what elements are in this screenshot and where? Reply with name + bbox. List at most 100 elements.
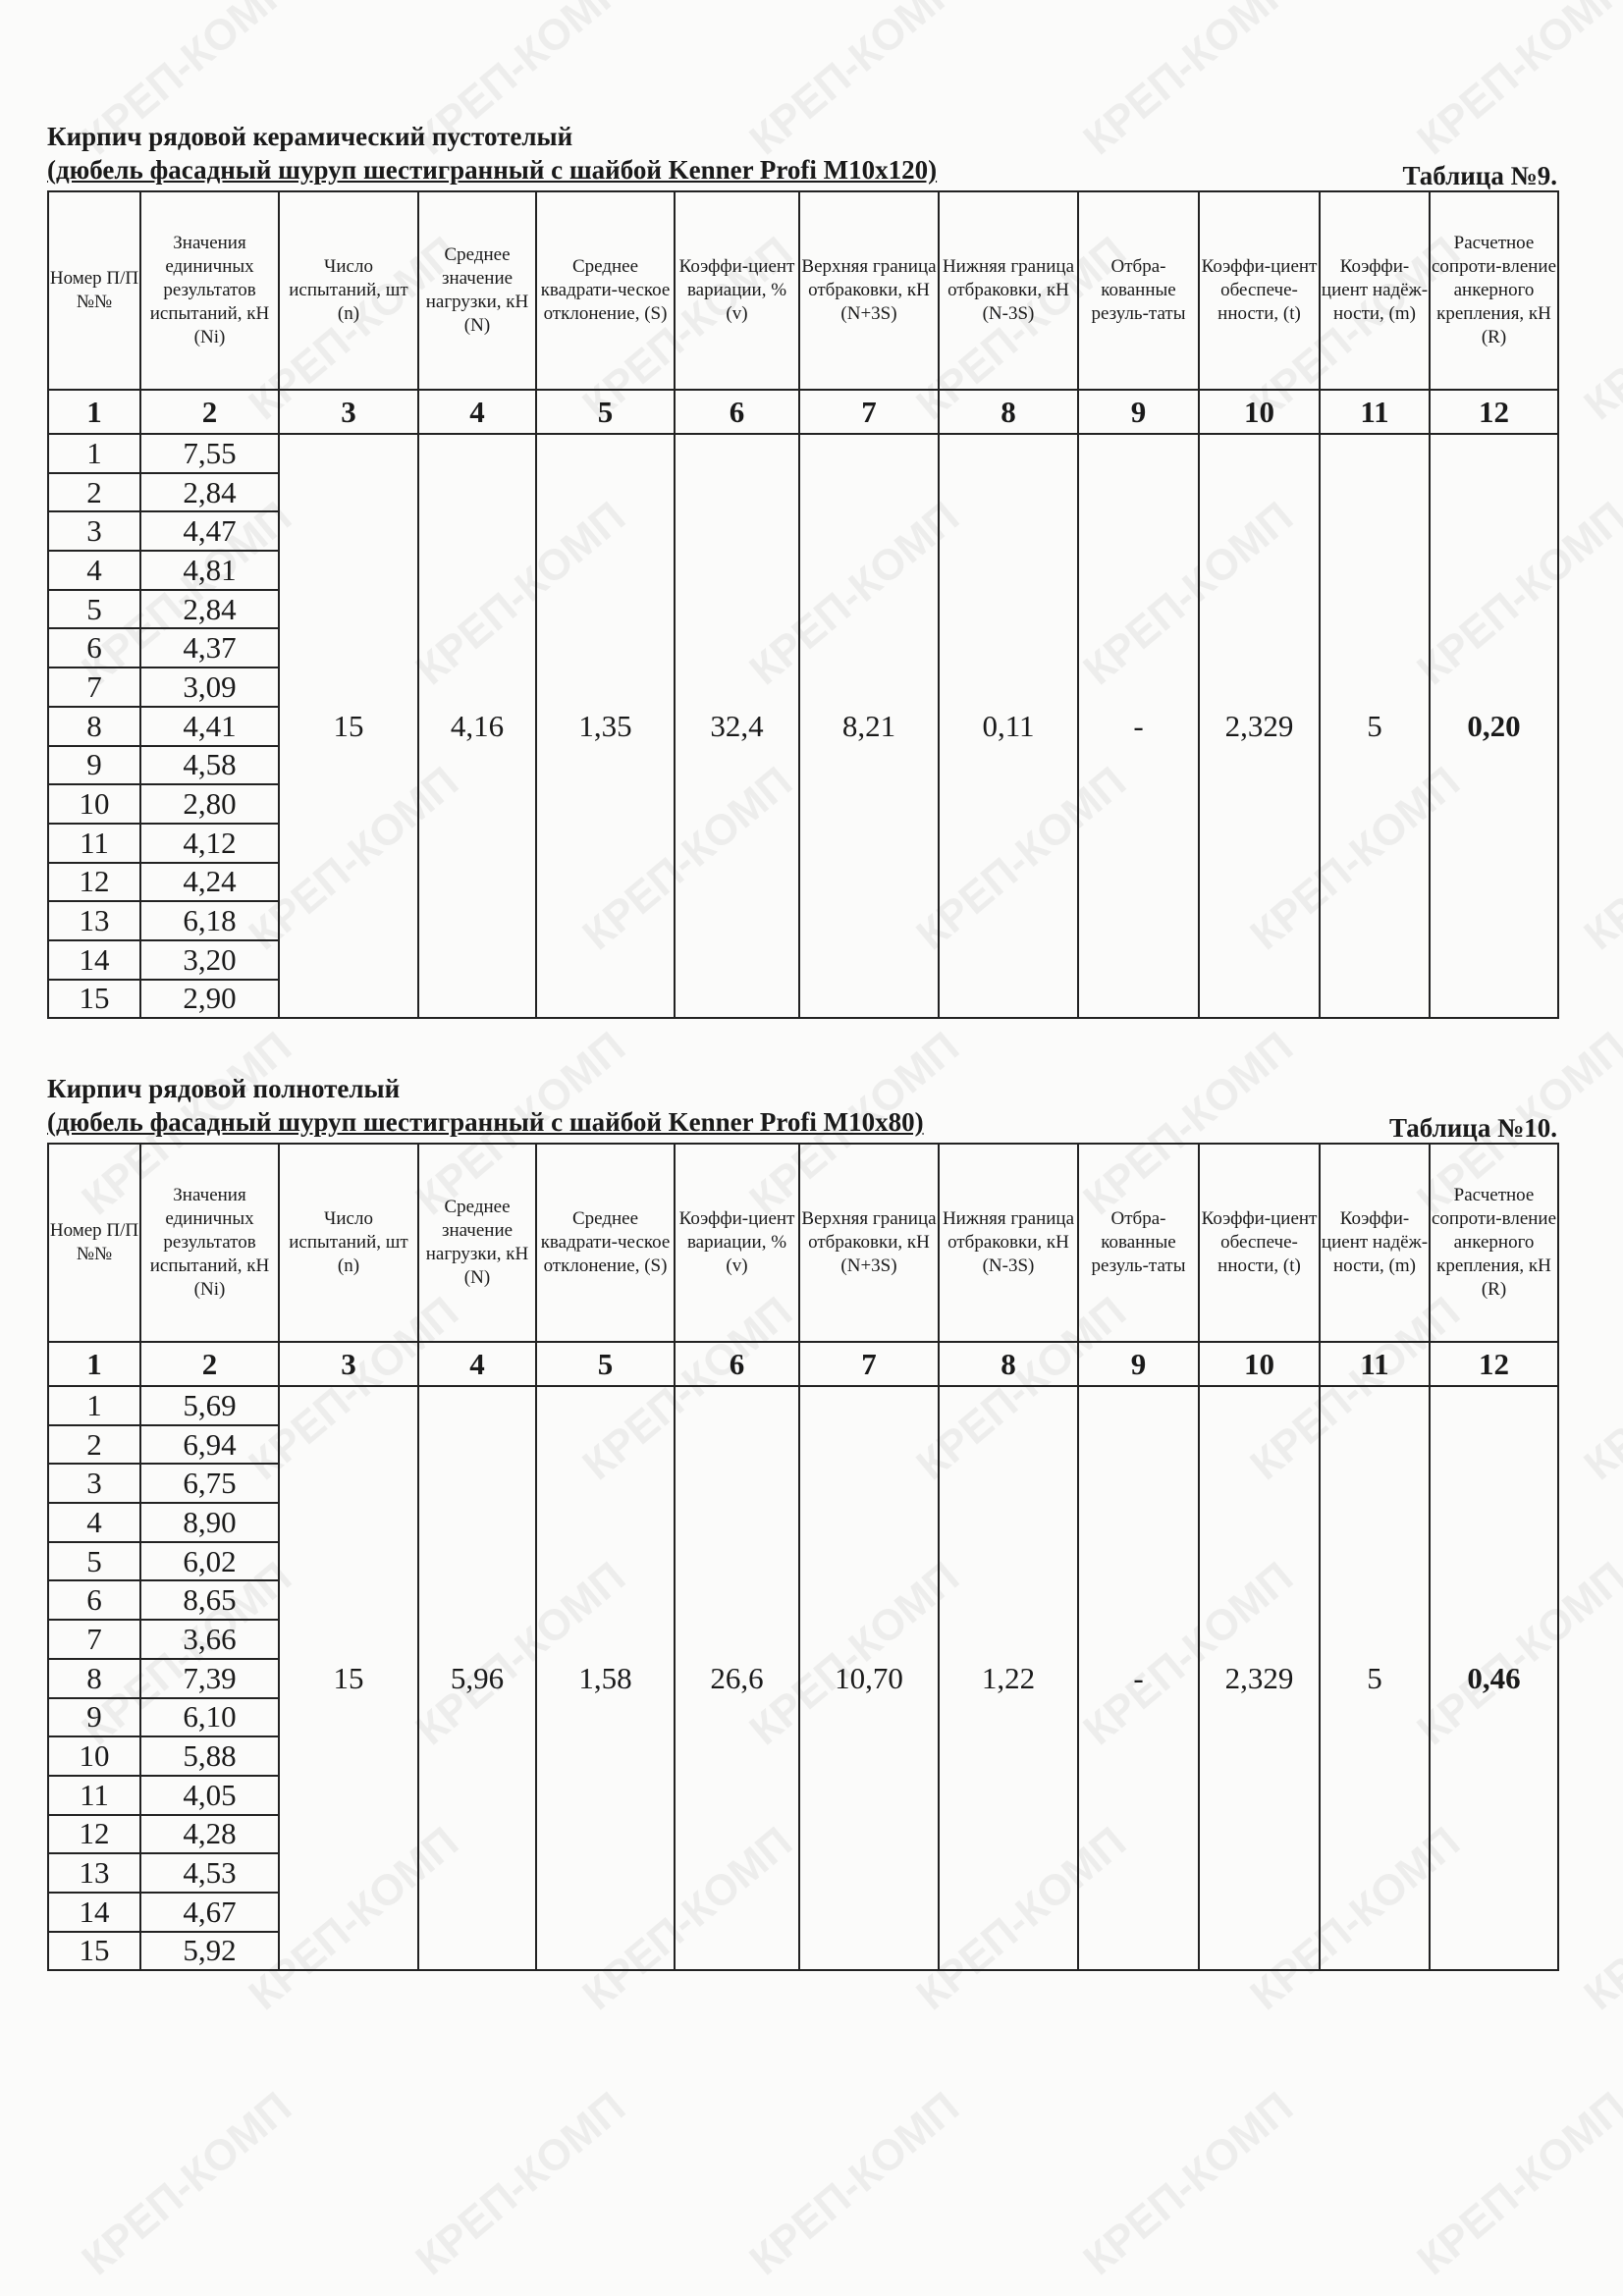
- column-number: 1: [47, 389, 141, 435]
- watermark-logo: КРЕП-КОМП: [1575, 1287, 1623, 1490]
- column-number-row: 1 2 3 4 5 6 7 8 9 10 11 12: [47, 1341, 1559, 1387]
- column-header: Нижняя граница отбраковки, кН (N-3S): [938, 1143, 1079, 1343]
- column-number: 3: [278, 389, 419, 435]
- row-number: 5: [47, 588, 141, 630]
- column-header: Расчетное сопроти-вление анкерного крепл…: [1429, 1143, 1559, 1343]
- single-result-value: 2,84: [139, 471, 280, 513]
- summary-value: -: [1077, 432, 1200, 1020]
- results-table: Номер П/П №№ Значения единичных результат…: [47, 1143, 1559, 1972]
- column-number: 4: [417, 389, 537, 435]
- table-row: 10 2,80: [47, 783, 1558, 825]
- table-row: 13 4,53: [47, 1852, 1558, 1894]
- column-header: Коэффи-циент обеспече-нности, (t): [1198, 190, 1321, 391]
- column-header: Верхняя граница отбраковки, кН (N+3S): [798, 190, 940, 391]
- table-row: 6 8,65: [47, 1579, 1558, 1622]
- single-result-value: 2,80: [139, 783, 280, 825]
- table-subtitle: (дюбель фасадный шуруп шестигранный с ша…: [47, 1107, 924, 1137]
- column-header: Номер П/П №№: [47, 190, 141, 391]
- table-row: 1 7,55 15 4,16 1,35 32,4 8,21 0,11-2,329 5 0,20: [47, 432, 1559, 1020]
- single-result-value: 8,65: [139, 1579, 280, 1622]
- row-number: 14: [47, 1891, 141, 1933]
- table-row: 10 5,88: [47, 1735, 1558, 1777]
- single-result-value: 4,81: [139, 550, 280, 591]
- column-number: 10: [1198, 1341, 1321, 1387]
- column-header: Коэффи-циент вариации, % (v): [674, 190, 800, 391]
- table-row: 14 3,20: [47, 938, 1558, 981]
- single-result-value: 6,18: [139, 900, 280, 941]
- table-row: 12 4,24: [47, 861, 1558, 903]
- table-row: 8 7,39: [47, 1657, 1558, 1699]
- watermark-logo: КРЕП-КОМП: [406, 2082, 635, 2285]
- row-number: 10: [47, 1735, 141, 1777]
- table-row: 3 4,47: [47, 510, 1558, 553]
- single-result-value: 7,39: [139, 1657, 280, 1699]
- row-number: 10: [47, 783, 141, 825]
- column-header: Среднее квадрати-ческое отклонение, (S): [535, 190, 676, 391]
- table-row: 7 3,09: [47, 667, 1558, 708]
- single-result-value: 4,24: [139, 861, 280, 903]
- table-label: Таблица №9.: [1402, 161, 1557, 190]
- column-number: 2: [139, 389, 280, 435]
- column-number: 12: [1429, 1341, 1559, 1387]
- row-number: 13: [47, 1852, 141, 1894]
- single-result-value: 7,55: [139, 433, 280, 474]
- column-number: 7: [798, 1341, 940, 1387]
- watermark-logo: КРЕП-КОМП: [740, 2082, 969, 2285]
- table-row: 11 4,05: [47, 1774, 1558, 1816]
- watermark-logo: КРЕП-КОМП: [1074, 2082, 1303, 2285]
- column-number-row: 1 2 3 4 5 6 7 8 9 10 11 12: [47, 389, 1559, 435]
- column-number: 5: [535, 1341, 676, 1387]
- table-row: 9 4,58: [47, 744, 1558, 786]
- row-number: 15: [47, 1930, 141, 1972]
- column-number: 8: [938, 389, 1079, 435]
- row-number: 11: [47, 822, 141, 864]
- row-number: 4: [47, 550, 141, 591]
- table-row: 1 5,69 15 5,96 1,58 26,6 10,70 1,22-2,329 5 0,46: [47, 1384, 1559, 1972]
- column-header: Среднее квадрати-ческое отклонение, (S): [535, 1143, 676, 1343]
- summary-value: 1,35: [535, 432, 676, 1020]
- row-number: 6: [47, 1579, 141, 1622]
- summary-value: 8,21: [798, 432, 940, 1020]
- single-result-value: 5,88: [139, 1735, 280, 1777]
- table-10-section: Кирпич рядовой полнотелый (дюбель фасадны…: [47, 1072, 1559, 1972]
- column-number: 9: [1077, 1341, 1200, 1387]
- single-result-value: 4,05: [139, 1774, 280, 1816]
- column-number: 8: [938, 1341, 1079, 1387]
- table-subtitle: (дюбель фасадный шуруп шестигранный с ша…: [47, 155, 938, 185]
- table-row: 4 8,90: [47, 1502, 1558, 1543]
- table-row: 2 2,84: [47, 471, 1558, 513]
- table-row: 11 4,12: [47, 822, 1558, 864]
- row-number: 2: [47, 471, 141, 513]
- single-result-value: 8,90: [139, 1502, 280, 1543]
- column-header: Значения единичных результатов испытаний…: [139, 1143, 280, 1343]
- row-number: 9: [47, 1696, 141, 1738]
- column-header: Номер П/П №№: [47, 1143, 141, 1343]
- results-table: Номер П/П №№ Значения единичных результат…: [47, 190, 1559, 1020]
- summary-value: 0,11: [938, 432, 1079, 1020]
- single-result-value: 4,41: [139, 705, 280, 747]
- column-number: 6: [674, 1341, 800, 1387]
- header-row: Номер П/П №№ Значения единичных результат…: [47, 190, 1559, 391]
- row-number: 3: [47, 1463, 141, 1505]
- single-result-value: 5,92: [139, 1930, 280, 1972]
- row-number: 9: [47, 744, 141, 786]
- row-number: 11: [47, 1774, 141, 1816]
- row-number: 2: [47, 1423, 141, 1466]
- watermark-logo: КРЕП-КОМП: [73, 2082, 301, 2285]
- single-result-value: 4,67: [139, 1891, 280, 1933]
- watermark-logo: КРЕП-КОМП: [1575, 227, 1623, 430]
- row-number: 1: [47, 1385, 141, 1426]
- summary-value: 0,46: [1429, 1384, 1559, 1972]
- watermark-logo: КРЕП-КОМП: [1575, 757, 1623, 960]
- table-title: Кирпич рядовой полнотелый: [47, 1074, 401, 1103]
- table-label: Таблица №10.: [1388, 1113, 1557, 1143]
- row-number: 3: [47, 510, 141, 553]
- row-number: 8: [47, 1657, 141, 1699]
- column-header: Среднее значение нагрузки, кН (N): [417, 1143, 537, 1343]
- single-result-value: 4,28: [139, 1813, 280, 1855]
- single-result-value: 6,10: [139, 1696, 280, 1738]
- column-header: Нижняя граница отбраковки, кН (N-3S): [938, 190, 1079, 391]
- table-row: 12 4,28: [47, 1813, 1558, 1855]
- summary-value: 32,4: [674, 432, 800, 1020]
- single-result-value: 4,53: [139, 1852, 280, 1894]
